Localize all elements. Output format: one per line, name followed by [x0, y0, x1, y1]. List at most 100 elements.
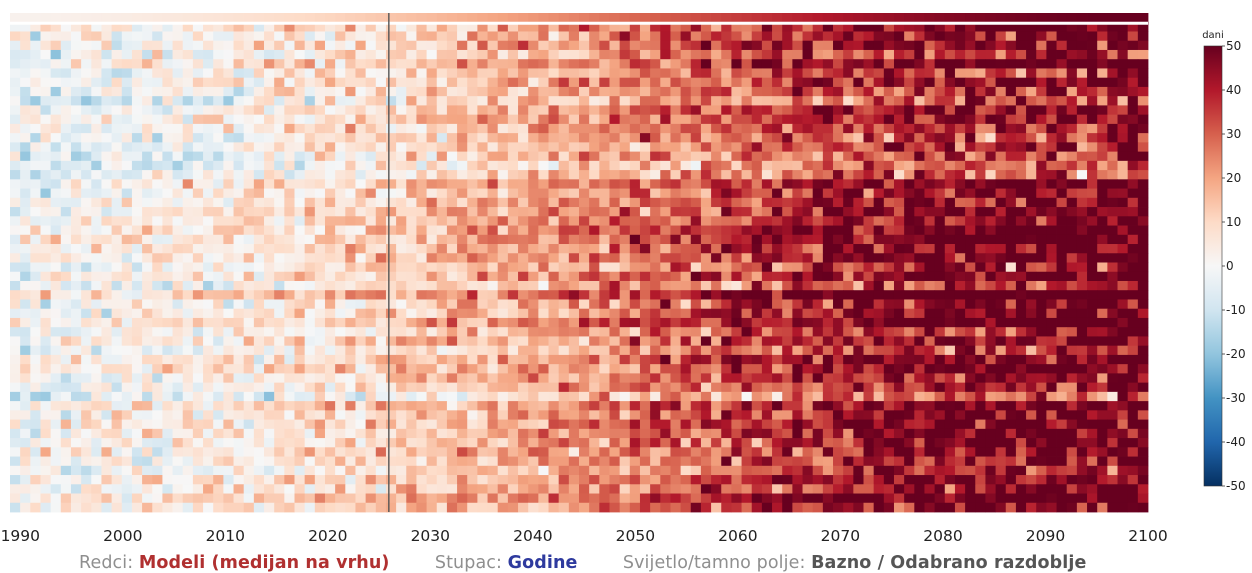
heatmap-cell [518, 234, 529, 245]
heatmap-cell [802, 327, 814, 337]
heatmap-cell [680, 114, 692, 125]
heatmap-cell [772, 290, 783, 300]
heatmap-cell [690, 225, 702, 236]
heatmap-cell [1137, 86, 1149, 97]
heatmap-cell [812, 188, 824, 199]
heatmap-cell [1117, 13, 1129, 23]
heatmap-cell [436, 336, 448, 347]
heatmap-cell [253, 114, 265, 125]
heatmap-cell [355, 290, 367, 300]
heatmap-cell [172, 188, 184, 199]
heatmap-cell [904, 354, 915, 365]
heatmap-cell [700, 96, 712, 106]
heatmap-cell [944, 299, 956, 310]
heatmap-cell [131, 336, 143, 347]
heatmap-cell [904, 253, 915, 263]
heatmap-cell [40, 142, 52, 153]
heatmap-cell [761, 68, 773, 79]
heatmap-cell [650, 244, 661, 254]
heatmap-cell [406, 262, 417, 273]
heatmap-cell [792, 234, 803, 245]
heatmap-cell [579, 133, 590, 143]
heatmap-cell [934, 142, 946, 153]
heatmap-cell [70, 354, 82, 365]
heatmap-cell [1066, 410, 1078, 420]
heatmap-cell [335, 299, 346, 310]
heatmap-cell [223, 22, 234, 32]
heatmap-cell [40, 105, 52, 116]
heatmap-cell [1127, 327, 1139, 337]
heatmap-cell [883, 133, 895, 143]
heatmap-cell [1046, 160, 1057, 171]
heatmap-cell [650, 142, 661, 153]
heatmap-cell [518, 59, 529, 69]
heatmap-cell [385, 262, 397, 273]
heatmap-cell [904, 308, 915, 319]
heatmap-cell [324, 308, 336, 319]
heatmap-cell [853, 22, 864, 32]
heatmap-cell [152, 86, 163, 97]
heatmap-cell [40, 197, 52, 208]
heatmap-cell [893, 280, 905, 291]
heatmap-cell [1137, 234, 1149, 245]
heatmap-cell [365, 308, 377, 319]
heatmap-cell [436, 13, 448, 23]
heatmap-cell [192, 354, 204, 365]
heatmap-cell [152, 49, 163, 60]
heatmap-cell [802, 216, 814, 226]
heatmap-cell [670, 49, 682, 60]
heatmap-cell [294, 327, 306, 337]
heatmap-cell [81, 86, 92, 97]
heatmap-cell [873, 68, 885, 79]
heatmap-cell [853, 105, 864, 116]
heatmap-cell [40, 253, 52, 263]
heatmap-cell [741, 77, 753, 88]
heatmap-cell [853, 354, 864, 365]
heatmap-cell [457, 31, 468, 42]
heatmap-cell [1036, 382, 1047, 393]
heatmap-cell [142, 197, 153, 208]
heatmap-cell [680, 419, 692, 430]
heatmap-cell [751, 22, 763, 32]
heatmap-cell [416, 114, 427, 125]
heatmap-cell [304, 336, 316, 347]
heatmap-cell [1066, 40, 1078, 51]
heatmap-cell [111, 77, 123, 88]
heatmap-cell [264, 105, 275, 116]
heatmap-cell [355, 345, 367, 356]
heatmap-cell [985, 244, 996, 254]
heatmap-cell [772, 86, 783, 97]
heatmap-cell [1076, 77, 1088, 88]
heatmap-cell [528, 40, 539, 51]
heatmap-cell [670, 170, 682, 180]
heatmap-cell [91, 216, 102, 226]
heatmap-cell [111, 188, 123, 199]
heatmap-cell [1107, 308, 1118, 319]
heatmap-cell [335, 234, 346, 245]
heatmap-cell [121, 280, 133, 291]
heatmap-cell [751, 290, 763, 300]
heatmap-cell [253, 354, 265, 365]
heatmap-cell [192, 262, 204, 273]
heatmap-cell [954, 317, 966, 328]
heatmap-cell [812, 401, 824, 411]
heatmap-cell [355, 123, 367, 134]
heatmap-cell [538, 401, 549, 411]
heatmap-cell [457, 96, 468, 106]
heatmap-cell [20, 216, 31, 226]
heatmap-cell [406, 179, 417, 189]
heatmap-cell [192, 234, 204, 245]
heatmap-cell [121, 170, 133, 180]
heatmap-cell [670, 364, 682, 374]
heatmap-cell [680, 22, 692, 32]
heatmap-cell [639, 170, 651, 180]
heatmap-cell [436, 77, 448, 88]
heatmap-cell [253, 123, 265, 134]
heatmap-cell [833, 96, 844, 106]
heatmap-cell [314, 197, 326, 208]
heatmap-cell [121, 188, 133, 199]
heatmap-cell [954, 280, 966, 291]
heatmap-cell [406, 382, 417, 393]
heatmap-cell [131, 22, 143, 32]
heatmap-cell [1015, 262, 1027, 273]
